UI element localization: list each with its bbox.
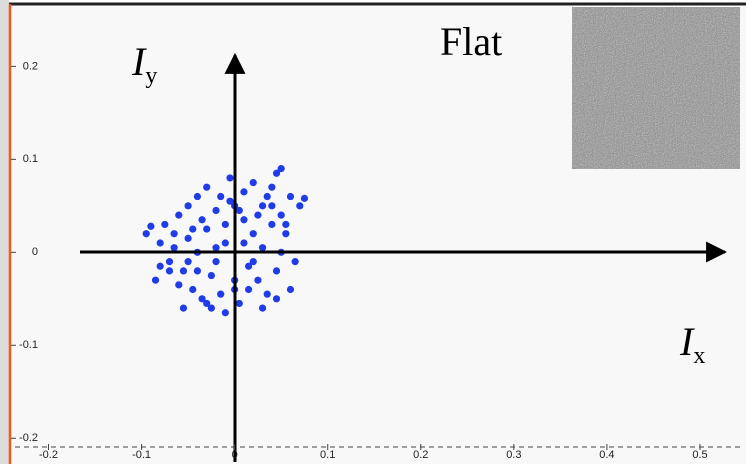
point (264, 291, 271, 298)
point (147, 223, 154, 230)
point (250, 230, 257, 237)
point (152, 277, 159, 284)
point (217, 291, 224, 298)
point (301, 195, 308, 202)
point (157, 263, 164, 270)
point (268, 202, 275, 209)
point (292, 258, 299, 265)
y-tick-label: -0.2 (19, 432, 38, 444)
point (240, 216, 247, 223)
point (250, 258, 257, 265)
point (287, 193, 294, 200)
x-tick-label: 0.5 (692, 449, 707, 461)
point (273, 170, 280, 177)
y-tick-label: -0.1 (19, 339, 38, 351)
point (175, 281, 182, 288)
point (166, 267, 173, 274)
point (161, 221, 168, 228)
point (208, 272, 215, 279)
chart: Flat Iy Ix -0.2-0.100.10.20.30.40.50.20.… (0, 0, 746, 464)
point (185, 235, 192, 242)
x-tick-label: -0.2 (39, 449, 58, 461)
noise-image (572, 7, 740, 169)
point (296, 202, 303, 209)
y-label-sub: y (145, 63, 157, 89)
point (185, 202, 192, 209)
x-tick-label: -0.1 (132, 449, 151, 461)
point (194, 267, 201, 274)
point (236, 207, 243, 214)
point (282, 221, 289, 228)
point (222, 221, 229, 228)
point (259, 304, 266, 311)
point (194, 193, 201, 200)
point (287, 286, 294, 293)
point (273, 267, 280, 274)
point (250, 179, 257, 186)
point (198, 216, 205, 223)
point (212, 244, 219, 251)
point (203, 225, 210, 232)
x-tick-label: 0.4 (599, 449, 614, 461)
point (171, 244, 178, 251)
point (222, 309, 229, 316)
point (212, 258, 219, 265)
x-tick-label: 0.2 (413, 449, 428, 461)
x-tick-label: 0.1 (320, 449, 335, 461)
point (189, 286, 196, 293)
point (240, 239, 247, 246)
point (185, 258, 192, 265)
y-tick-label: 0 (32, 246, 38, 258)
point (268, 221, 275, 228)
point (226, 174, 233, 181)
y-tick-label: 0.1 (23, 153, 38, 165)
point (273, 295, 280, 302)
x-tick-label: 0 (232, 449, 238, 461)
point (217, 193, 224, 200)
point (222, 239, 229, 246)
left-strip (0, 0, 9, 464)
point (226, 198, 233, 205)
point (157, 239, 164, 246)
point (282, 230, 289, 237)
point (240, 188, 247, 195)
annotation: Flat (440, 19, 502, 64)
point (180, 304, 187, 311)
point (203, 300, 210, 307)
point (212, 207, 219, 214)
point (166, 258, 173, 265)
point (264, 193, 271, 200)
point (254, 212, 261, 219)
point (268, 184, 275, 191)
point (189, 225, 196, 232)
point (180, 267, 187, 274)
x-label-sub: x (693, 343, 705, 369)
point (278, 212, 285, 219)
point (259, 244, 266, 251)
point (203, 184, 210, 191)
point (175, 212, 182, 219)
point (171, 230, 178, 237)
point (259, 202, 266, 209)
point (245, 286, 252, 293)
x-tick-label: 0.3 (506, 449, 521, 461)
point (143, 230, 150, 237)
point (236, 300, 243, 307)
y-tick-label: 0.2 (23, 60, 38, 72)
point (254, 277, 261, 284)
